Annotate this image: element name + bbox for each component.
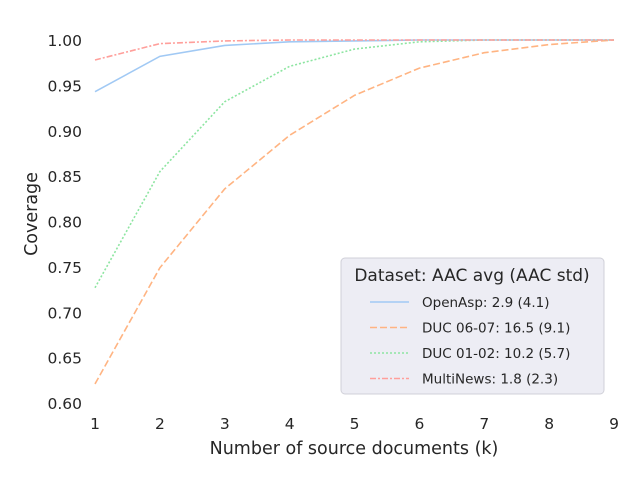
legend: Dataset: AAC avg (AAC std) OpenAsp: 2.9 … (340, 257, 605, 395)
x-tick-label: 3 (220, 415, 230, 433)
legend-title: Dataset: AAC avg (AAC std) (354, 266, 589, 286)
x-tick-labels: 1 2 3 4 5 6 7 8 9 (90, 415, 619, 433)
legend-label-4: MultiNews: 1.8 (2.3) (422, 372, 558, 388)
x-tick-label: 9 (609, 415, 619, 433)
y-tick-label: 0.60 (47, 395, 82, 413)
legend-label-1: OpenAsp: 2.9 (4.1) (422, 295, 550, 311)
x-tick-label: 7 (479, 415, 489, 433)
x-tick-label: 2 (155, 415, 165, 433)
x-axis-label: Number of source documents (k) (210, 439, 499, 459)
x-tick-label: 8 (544, 415, 554, 433)
legend-label-3: DUC 01-02: 10.2 (5.7) (422, 346, 570, 362)
x-tick-label: 6 (414, 415, 424, 433)
y-tick-label: 0.65 (47, 350, 82, 368)
y-tick-label: 0.75 (47, 259, 82, 277)
y-tick-label: 0.85 (47, 168, 82, 186)
series-line-1 (94, 39, 614, 93)
y-tick-label: 0.95 (47, 77, 82, 95)
legend-label-2: DUC 06-07: 16.5 (9.1) (422, 321, 570, 337)
y-tick-label: 0.70 (47, 304, 82, 322)
legend-box (340, 257, 605, 395)
plot-area (94, 39, 615, 385)
y-tick-labels: 0.60 0.65 0.70 0.75 0.80 0.85 0.90 0.95 1.00 (47, 32, 82, 413)
series-line-3 (94, 39, 614, 289)
y-axis-label: Coverage (22, 172, 42, 256)
y-tick-label: 0.90 (47, 123, 82, 141)
y-tick-label: 0.80 (47, 214, 82, 232)
y-tick-label: 1.00 (47, 32, 82, 50)
series-line-2 (94, 39, 615, 385)
x-tick-label: 5 (350, 415, 360, 433)
series-line-4 (94, 39, 614, 61)
x-tick-label: 1 (90, 415, 100, 433)
x-tick-label: 4 (285, 415, 295, 433)
